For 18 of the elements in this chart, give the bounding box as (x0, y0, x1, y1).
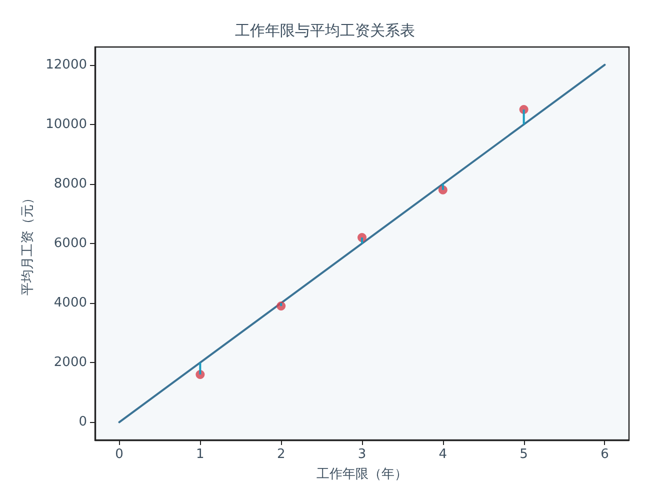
point (276, 302, 286, 311)
y-tick-label: 10000 (46, 116, 87, 132)
y-tick-label: 2000 (54, 355, 87, 370)
x-tick-label: 3 (358, 447, 366, 462)
x-tick-label: 4 (438, 447, 448, 462)
y-tick-label: 8000 (54, 176, 87, 192)
y-tick-label: 6000 (54, 236, 87, 251)
chart-title: 工作年限与平均工资关系表 (235, 22, 415, 40)
y-axis-title: 平均月工资（元） (20, 192, 36, 296)
x-tick-label: 1 (196, 447, 204, 462)
y-tick-label: 0 (78, 414, 87, 430)
x-axis-title: 工作年限（年） (316, 467, 408, 482)
y-tick-label: 12000 (46, 57, 87, 72)
y-tick-label: 4000 (54, 296, 87, 311)
x-tick-label: 5 (520, 447, 528, 462)
x-tick-label: 6 (600, 447, 609, 462)
x-tick-label: 0 (115, 447, 124, 462)
x-tick-label: 2 (276, 447, 286, 462)
